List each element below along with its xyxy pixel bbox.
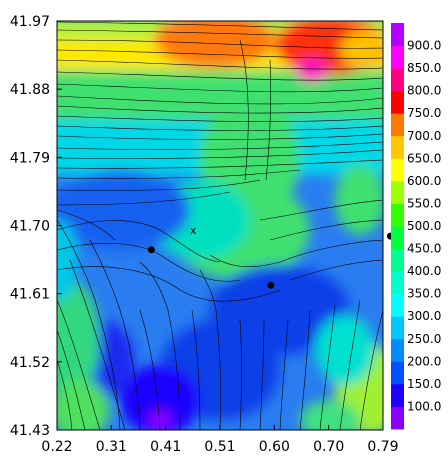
colorbar-swatch bbox=[391, 316, 404, 340]
colorbar-label: 750.0 bbox=[407, 106, 441, 120]
colorbar-label: 900.0 bbox=[407, 39, 441, 53]
colorbar-swatch bbox=[391, 293, 404, 317]
colorbar-label: 650.0 bbox=[407, 151, 441, 165]
x-tick-label: 0.79 bbox=[367, 439, 398, 455]
colorbar-swatch bbox=[391, 338, 404, 362]
x-tick-label: 0.70 bbox=[313, 439, 344, 455]
y-tick-label: 41.79 bbox=[10, 150, 50, 166]
colorbar-swatch bbox=[391, 361, 404, 385]
colorbar-label: 800.0 bbox=[407, 84, 441, 98]
map-plot-area: x bbox=[56, 20, 394, 431]
colorbar-swatch bbox=[391, 226, 404, 249]
colorbar-label: 100.0 bbox=[407, 399, 441, 413]
station-marker bbox=[267, 281, 275, 289]
colorbar-swatch bbox=[391, 135, 404, 159]
colorbar-swatch bbox=[391, 23, 404, 46]
x-tick-label: 0.60 bbox=[259, 439, 290, 455]
annotation-label: x bbox=[190, 224, 197, 237]
colorbar-label: 350.0 bbox=[407, 287, 441, 301]
colorbar-swatch bbox=[391, 68, 404, 92]
colorbar-swatch bbox=[391, 406, 404, 430]
x-tick-label: 0.22 bbox=[41, 439, 72, 455]
colorbar-swatch bbox=[391, 158, 404, 182]
x-tick-label: 0.41 bbox=[150, 439, 181, 455]
colorbar-swatch bbox=[391, 248, 404, 272]
y-tick-label: 41.61 bbox=[10, 287, 50, 303]
y-tick-label: 41.43 bbox=[10, 423, 50, 439]
y-axis: 41.97 41.88 41.79 41.70 41.61 41.52 41.43 bbox=[10, 14, 62, 439]
colorbar-label: 600.0 bbox=[407, 174, 441, 188]
colorbar: 100.0 150.0 200.0 250.0 300.0 350.0 400.0 450.0… bbox=[391, 23, 441, 430]
streamlines bbox=[57, 21, 383, 430]
colorbar-swatch bbox=[391, 203, 404, 227]
colorbar-swatch bbox=[391, 383, 404, 407]
y-tick-label: 41.97 bbox=[10, 14, 50, 30]
x-tick-label: 0.31 bbox=[96, 439, 127, 455]
colorbar-label: 250.0 bbox=[407, 332, 441, 346]
colorbar-swatch bbox=[391, 45, 404, 69]
colorbar-label: 500.0 bbox=[407, 219, 441, 233]
colorbar-swatch bbox=[391, 271, 404, 295]
marker-layer bbox=[147, 246, 275, 289]
y-tick-label: 41.52 bbox=[10, 355, 50, 371]
x-tick-label: 0.51 bbox=[204, 439, 235, 455]
colorbar-label: 850.0 bbox=[407, 61, 441, 75]
colorbar-label: 450.0 bbox=[407, 242, 441, 256]
colorbar-label: 200.0 bbox=[407, 354, 441, 368]
colorbar-label: 700.0 bbox=[407, 129, 441, 143]
colorbar-swatch bbox=[391, 113, 404, 137]
y-tick-label: 41.88 bbox=[10, 82, 50, 98]
x-axis: 0.22 0.31 0.41 0.51 0.60 0.70 0.79 bbox=[41, 425, 399, 455]
colorbar-label: 300.0 bbox=[407, 309, 441, 323]
colorbar-label: 150.0 bbox=[407, 377, 441, 391]
colorbar-swatch bbox=[391, 90, 404, 114]
y-tick-label: 41.70 bbox=[10, 219, 50, 235]
colorbar-label: 550.0 bbox=[407, 196, 441, 210]
colorbar-label: 400.0 bbox=[407, 264, 441, 278]
colorbar-swatch bbox=[391, 180, 404, 204]
station-marker bbox=[147, 246, 155, 254]
